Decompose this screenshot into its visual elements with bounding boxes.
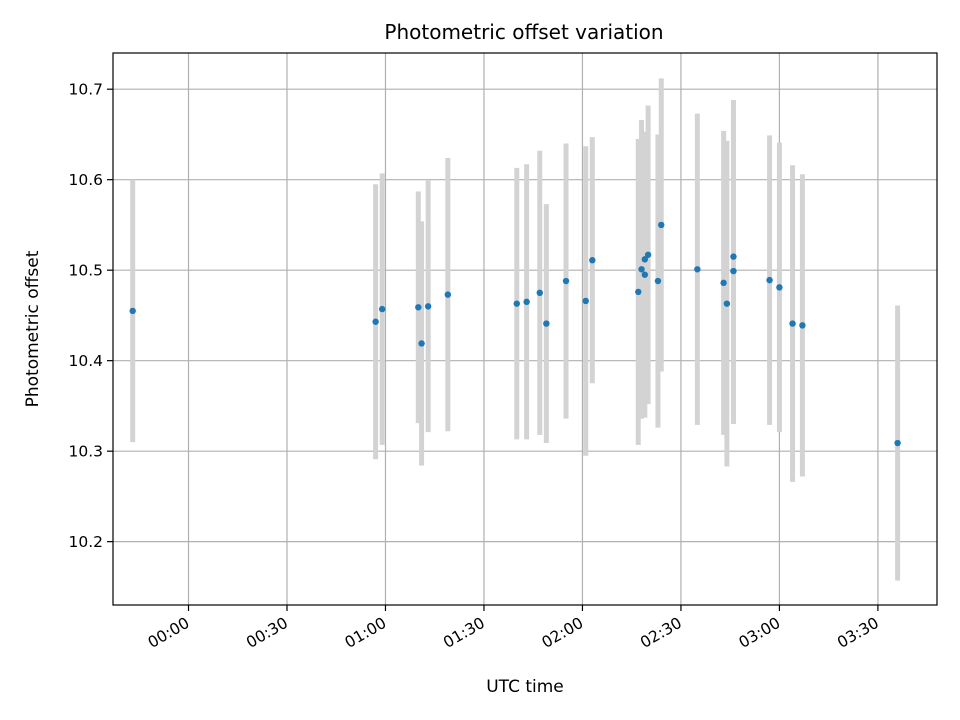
data-point	[372, 318, 379, 325]
data-point	[776, 284, 783, 291]
x-tick-label: 03:00	[736, 614, 784, 652]
y-axis-label: Photometric offset	[23, 250, 43, 407]
data-point	[635, 288, 642, 296]
data-point	[523, 298, 530, 306]
x-axis-label: UTC time	[486, 677, 564, 697]
y-axis-ticks: 10.2 10.3 10.4 10.5 10.6 10.7	[68, 81, 113, 551]
x-tick-label: 00:30	[243, 614, 291, 652]
data-point	[536, 289, 543, 297]
data-point	[415, 304, 422, 311]
data-point	[644, 251, 652, 258]
data-point	[424, 303, 432, 310]
data-point	[658, 221, 665, 229]
data-point	[789, 320, 796, 327]
data-point	[694, 266, 701, 273]
data-point	[730, 253, 737, 260]
data-point	[543, 320, 550, 327]
y-tick-label: 10.6	[68, 171, 103, 189]
y-tick-label: 10.7	[68, 81, 103, 99]
x-tick-label: 01:30	[440, 614, 488, 652]
data-point	[378, 305, 386, 313]
y-tick-label: 10.4	[68, 352, 103, 370]
data-point	[641, 256, 649, 263]
data-point	[720, 279, 727, 287]
y-tick-label: 10.3	[68, 443, 103, 461]
x-tick-label: 02:00	[539, 614, 587, 652]
data-point	[513, 300, 520, 307]
x-tick-label: 00:00	[145, 614, 193, 652]
y-tick-label: 10.2	[68, 533, 103, 551]
error-bars	[130, 78, 901, 581]
data-point	[723, 300, 731, 307]
data-point	[129, 307, 136, 315]
data-point	[638, 266, 645, 273]
data-point	[589, 257, 596, 264]
data-point	[654, 277, 662, 285]
data-point	[799, 322, 806, 329]
data-points	[129, 221, 901, 447]
x-axis-ticks: 00:00 00:30 01:00 01:30 02:00 02:30 03:00 03:30	[145, 605, 882, 652]
data-point	[582, 297, 589, 305]
chart-title: Photometric offset variation	[384, 20, 663, 44]
y-tick-label: 10.5	[68, 262, 103, 280]
data-point	[894, 439, 901, 447]
data-point	[444, 291, 452, 298]
x-tick-label: 02:30	[637, 614, 685, 652]
data-point	[641, 271, 649, 278]
data-point	[562, 277, 570, 285]
x-tick-label: 01:00	[342, 614, 390, 652]
data-point	[418, 340, 425, 347]
x-tick-label: 03:30	[834, 614, 882, 652]
data-point	[766, 276, 773, 284]
plot-frame	[112, 52, 938, 606]
data-point	[730, 267, 737, 275]
